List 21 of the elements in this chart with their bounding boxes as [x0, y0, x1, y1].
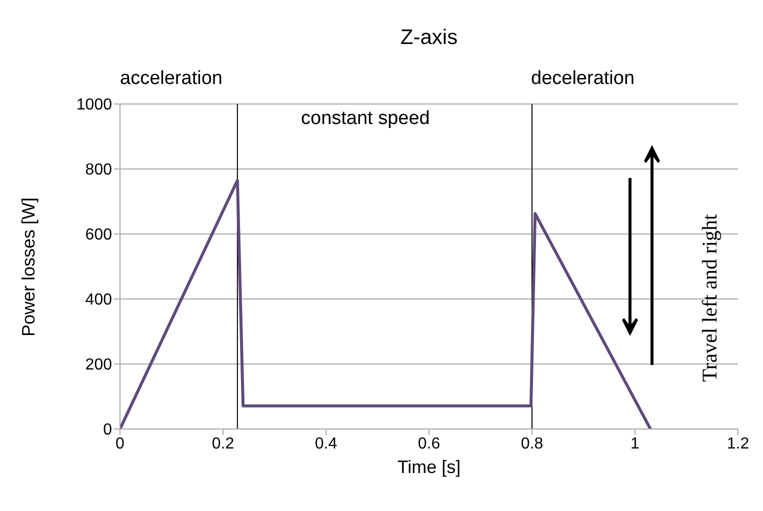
x-tick-label: 0: [116, 435, 125, 452]
y-tick-label: 800: [85, 162, 112, 179]
x-tick-label: 1: [630, 435, 640, 452]
y-tick-label: 200: [85, 356, 112, 374]
text: acceleration: [120, 68, 222, 90]
line-series: [120, 178, 652, 429]
x-tick-label: 0.4: [314, 435, 338, 452]
y-tick-label: 400: [85, 292, 112, 309]
y-axis-title: Power losses [W]: [18, 197, 38, 336]
annotation: Travel left and right: [698, 214, 722, 382]
x-tick-label: 0.6: [418, 435, 440, 452]
x-tick-label: 0.2: [212, 435, 234, 452]
chart-title: Z-axis: [399, 26, 459, 50]
x-tick-label: 1.2: [726, 435, 750, 452]
x-axis-title: Time [s]: [397, 457, 461, 477]
y-tick-label: 1000: [76, 96, 112, 114]
x-tick-label: 0.8: [520, 435, 544, 452]
text: deceleration: [531, 68, 635, 90]
y-tick-label: 0: [103, 422, 112, 439]
y-tick-label: 600: [85, 226, 112, 244]
annotation: constant speed: [301, 108, 430, 130]
